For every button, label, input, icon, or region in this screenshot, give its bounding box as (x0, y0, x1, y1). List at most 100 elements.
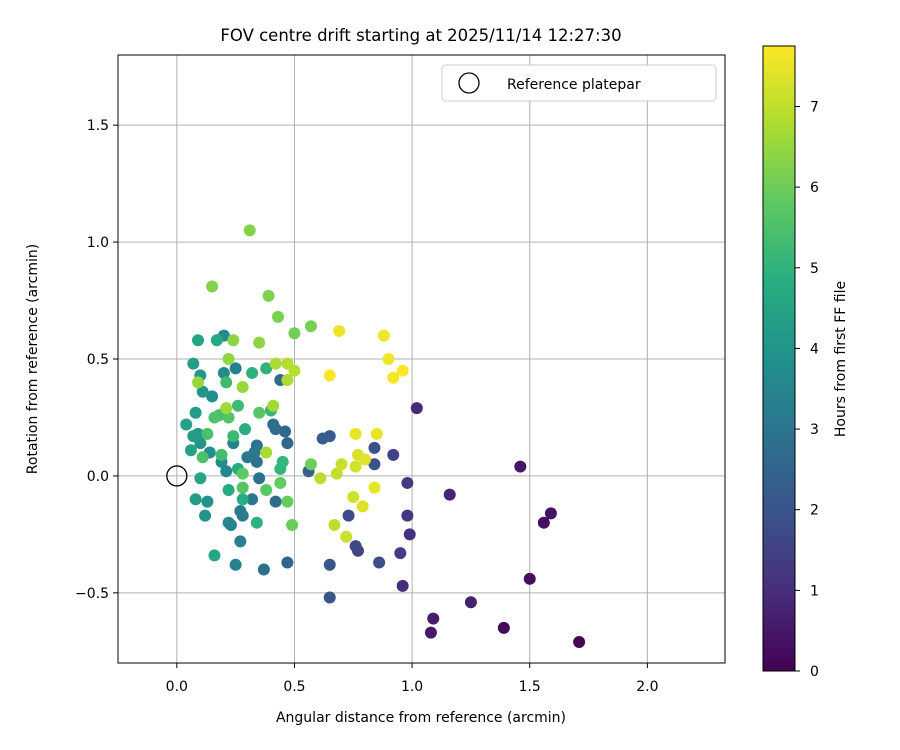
data-point (206, 390, 219, 403)
data-point (497, 621, 510, 634)
data-point (424, 626, 437, 639)
data-point (335, 458, 348, 471)
data-point (382, 353, 395, 365)
data-point (250, 455, 263, 468)
data-point (250, 516, 263, 529)
data-point (401, 509, 414, 522)
data-point (187, 430, 200, 443)
data-point (206, 280, 219, 293)
data-point (234, 535, 247, 548)
data-point (236, 493, 249, 506)
data-point (262, 289, 275, 302)
data-point (229, 558, 242, 571)
data-point (196, 451, 209, 464)
legend: Reference platepar (441, 64, 717, 102)
data-point (253, 472, 266, 485)
data-point (377, 329, 390, 342)
data-point (347, 490, 360, 503)
data-point (191, 334, 204, 347)
data-point (246, 493, 259, 506)
data-point (304, 320, 317, 333)
data-point (217, 367, 230, 380)
data-point (241, 451, 254, 464)
data-point (236, 467, 249, 480)
data-point (342, 509, 355, 522)
y-axis-ticks: −0.5 0.0 0.5 1.0 1.5 (75, 118, 118, 602)
data-point (236, 381, 249, 394)
data-point (288, 327, 301, 340)
colorbar-ticks: 0 1 2 3 4 5 6 7 (795, 99, 819, 680)
data-point (234, 505, 247, 517)
data-point (279, 425, 292, 438)
data-point (349, 460, 362, 473)
data-point (269, 495, 282, 508)
data-point (208, 549, 221, 562)
data-point (260, 483, 273, 496)
data-point (269, 357, 282, 370)
data-point (537, 516, 550, 529)
colorbar-tick-label: 0 (810, 664, 819, 680)
colorbar-tick-label: 6 (810, 180, 819, 196)
colorbar-tick-label: 5 (810, 261, 819, 277)
data-point (220, 402, 233, 415)
data-point (368, 481, 381, 494)
data-point (260, 446, 273, 459)
reference-marker (166, 465, 188, 487)
data-point (368, 458, 381, 471)
data-point (281, 437, 294, 450)
data-point (286, 519, 299, 532)
data-points (180, 224, 586, 648)
data-point (323, 369, 336, 382)
chart-title: FOV centre drift starting at 2025/11/14 … (220, 26, 621, 45)
data-point (231, 399, 244, 412)
data-point (281, 556, 294, 569)
colorbar-tick-label: 1 (810, 583, 819, 599)
data-point (523, 572, 536, 585)
colorbar: 0 1 2 3 4 5 6 7 Hours from first FF file (762, 45, 849, 680)
data-point (359, 453, 372, 466)
data-point (191, 376, 204, 389)
data-point (387, 371, 400, 384)
data-point (222, 483, 235, 496)
data-point (243, 224, 256, 237)
x-axis-label: Angular distance from reference (arcmin) (276, 710, 566, 726)
x-tick-label: 2.0 (636, 679, 658, 695)
data-point (189, 493, 202, 506)
x-tick-label: 1.0 (401, 679, 423, 695)
data-point (199, 509, 212, 522)
data-point (544, 507, 557, 520)
data-point (373, 556, 386, 569)
data-point (201, 427, 214, 440)
colorbar-tick-label: 4 (810, 341, 819, 357)
data-point (333, 324, 346, 337)
data-point (210, 334, 223, 347)
data-point (220, 465, 233, 478)
data-point (323, 558, 336, 571)
colorbar-tick-label: 3 (810, 422, 819, 438)
data-point (328, 519, 341, 532)
data-point (304, 458, 317, 471)
data-point (401, 476, 414, 489)
data-point (316, 432, 329, 445)
legend-label: Reference platepar (507, 77, 641, 93)
data-point (267, 399, 280, 412)
data-point (427, 612, 440, 625)
colorbar-tick-label: 7 (810, 99, 819, 115)
y-tick-label: 0.5 (87, 352, 109, 368)
data-point (222, 516, 235, 529)
data-point (330, 467, 343, 480)
data-point (184, 444, 197, 457)
data-point (220, 376, 233, 389)
data-point (314, 472, 327, 485)
data-point (443, 488, 456, 501)
data-point (368, 441, 381, 454)
data-point (394, 547, 407, 560)
data-point (356, 500, 369, 513)
x-tick-label: 0.0 (166, 679, 188, 695)
data-point (257, 563, 270, 576)
y-tick-label: 1.5 (87, 118, 109, 134)
data-point (187, 357, 200, 370)
data-point (180, 418, 193, 431)
data-point (227, 430, 240, 443)
